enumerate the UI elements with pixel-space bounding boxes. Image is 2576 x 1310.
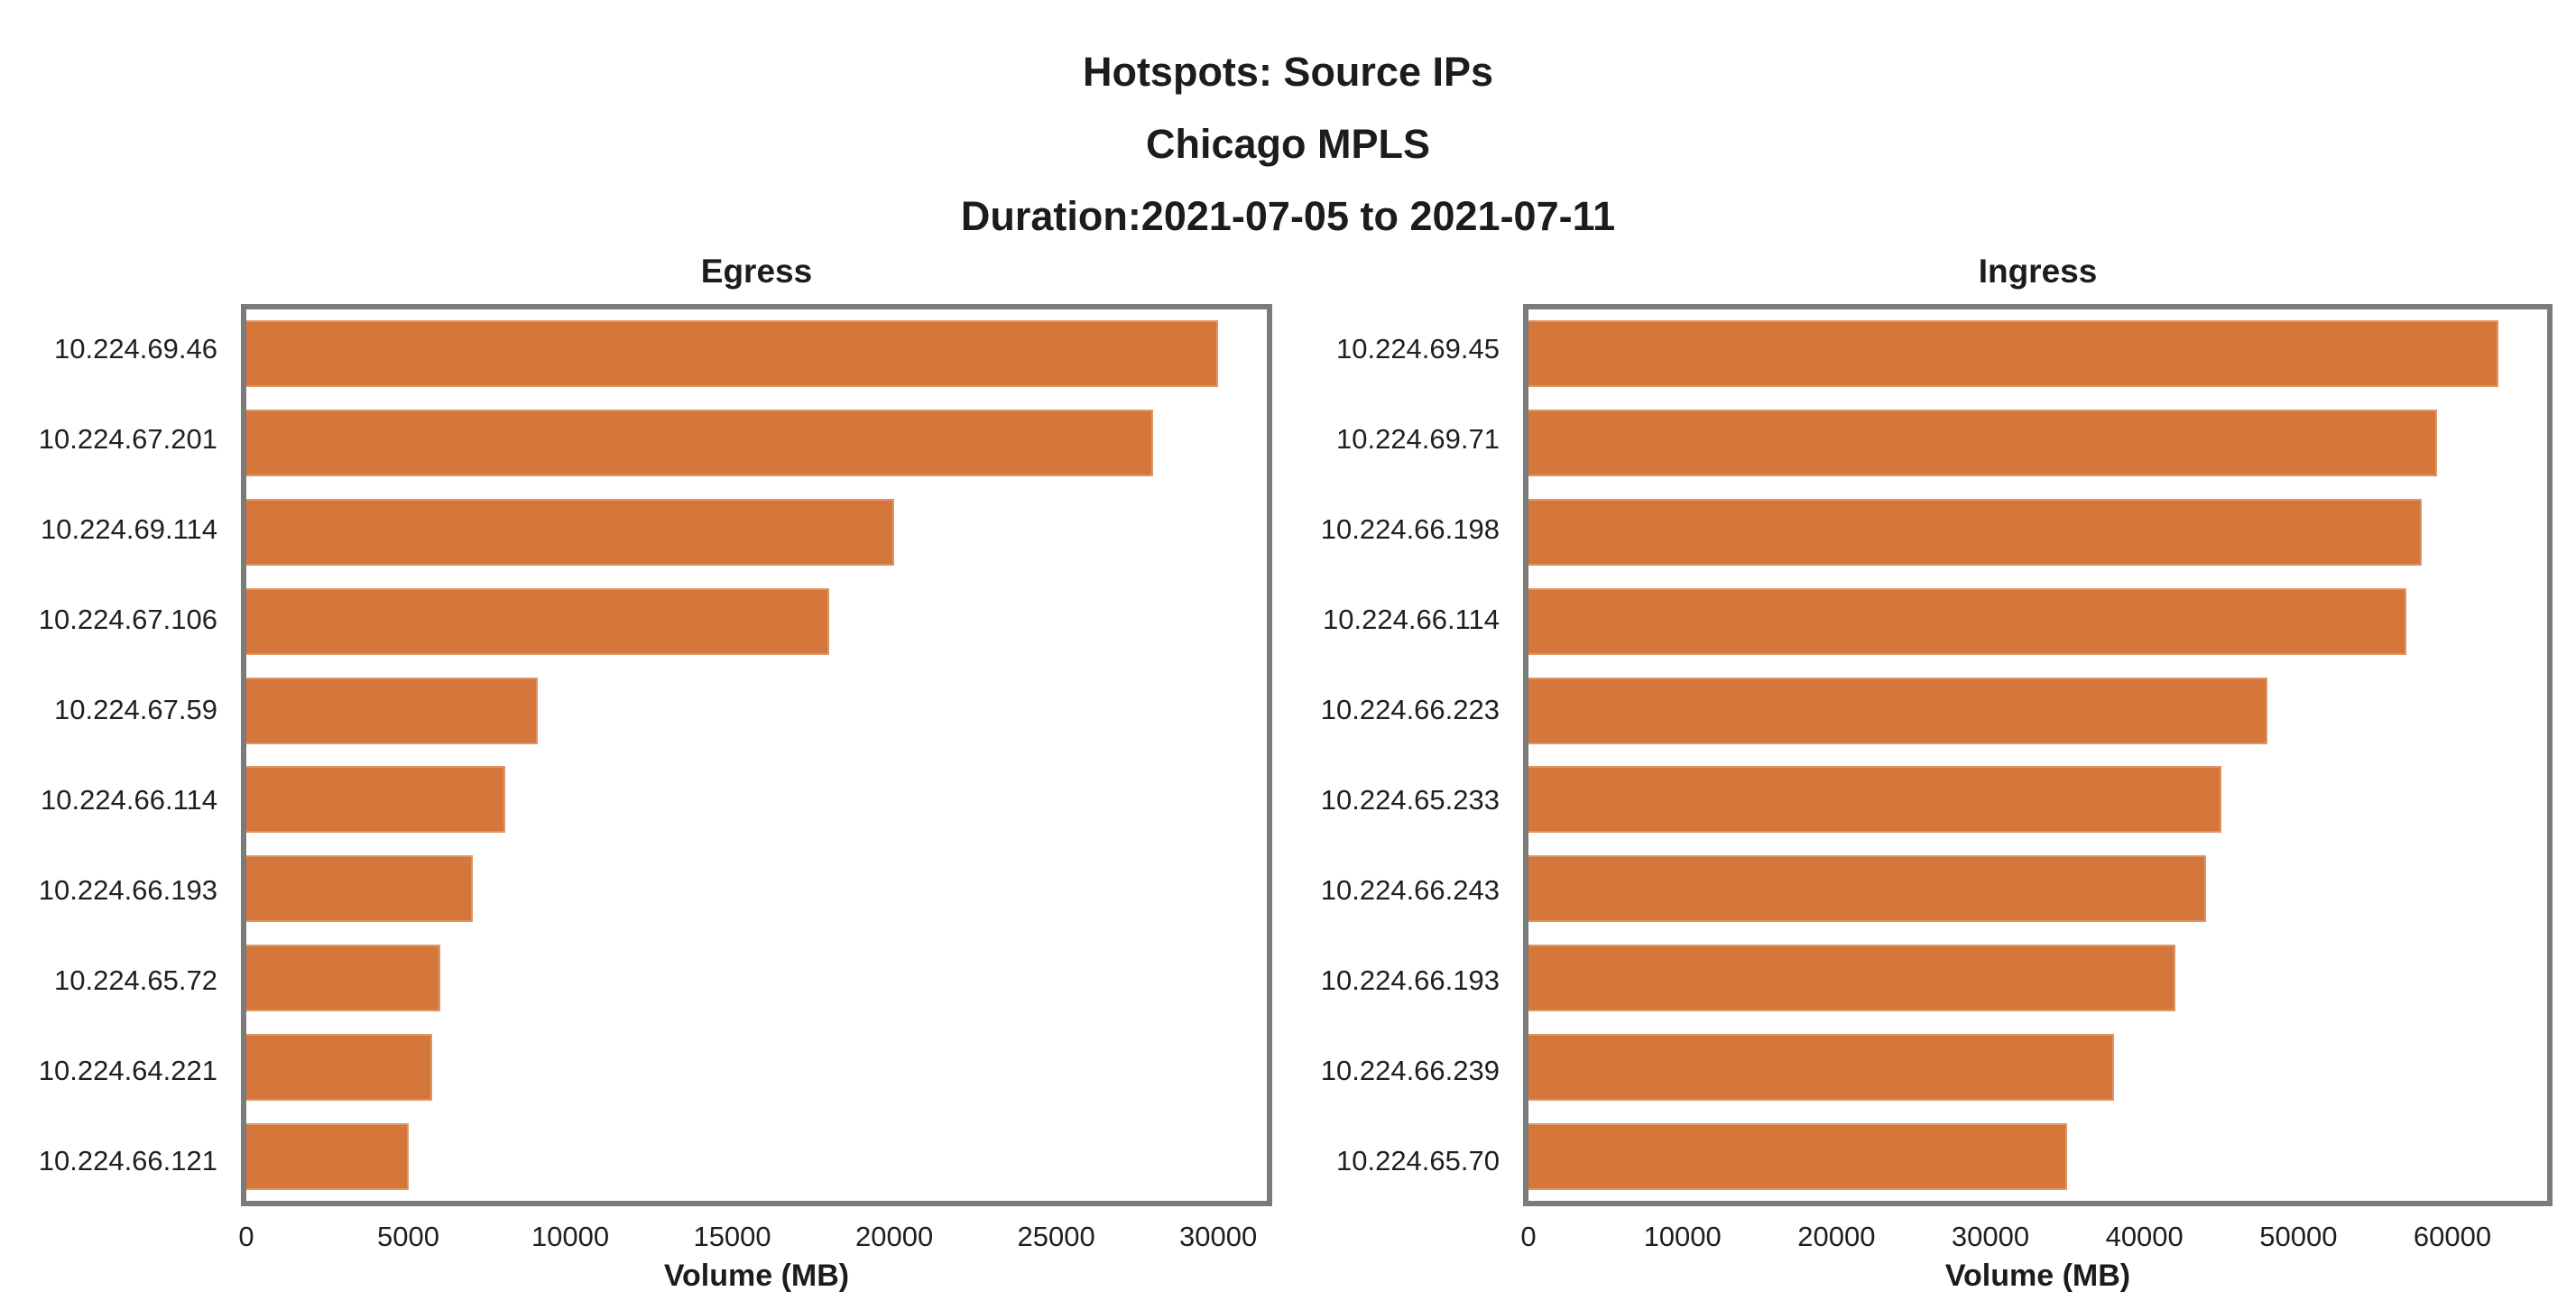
bar-row — [246, 1112, 1267, 1201]
bar-row — [1528, 309, 2547, 399]
y-tick-label: 10.224.66.198 — [1320, 513, 1500, 545]
bar — [1528, 677, 2268, 744]
y-tick-label: 10.224.66.239 — [1320, 1055, 1500, 1086]
bar — [246, 855, 474, 923]
bar-row — [1528, 1112, 2547, 1201]
y-tick-label: 10.224.69.46 — [53, 333, 217, 364]
bar — [1528, 944, 2175, 1011]
x-axis-ticks: 0 5000 10000 15000 20000 25000 30000 — [238, 1206, 1272, 1259]
x-tick-label: 20000 — [1797, 1221, 1876, 1252]
bar-row — [246, 666, 1267, 755]
x-tick-label: 30000 — [1951, 1221, 2030, 1252]
x-tick-label: 10000 — [1643, 1221, 1722, 1252]
bar — [1528, 587, 2406, 655]
y-tick-label: 10.224.69.114 — [41, 513, 217, 545]
bar — [246, 320, 1219, 388]
bar-row — [1528, 399, 2547, 488]
figure-title: Hotspots: Source IPs Chicago MPLS Durati… — [0, 36, 2576, 253]
bar — [246, 498, 895, 566]
x-tick-label: 40000 — [2105, 1221, 2184, 1252]
ingress-chart: Ingress 10.224.69.45 10.224.69.71 10.224.6… — [1282, 253, 2553, 1310]
figure-title-line-2: Chicago MPLS — [1145, 121, 1431, 167]
bar-row — [1528, 577, 2547, 666]
bar-row — [246, 1022, 1267, 1112]
bar — [246, 1033, 433, 1101]
bar-row — [1528, 666, 2547, 755]
y-tick-label: 10.224.67.201 — [38, 423, 217, 455]
plot-area — [1523, 304, 2553, 1206]
figure-title-line-3: Duration:2021-07-05 to 2021-07-11 — [960, 193, 1616, 239]
y-tick-label: 10.224.67.106 — [38, 604, 217, 635]
y-tick-label: 10.224.67.59 — [53, 694, 217, 725]
bar — [1528, 410, 2437, 477]
y-tick-label: 10.224.65.70 — [1335, 1145, 1500, 1176]
x-tick-label: 25000 — [1017, 1221, 1095, 1252]
x-tick-label: 60000 — [2413, 1221, 2492, 1252]
bar — [246, 677, 539, 744]
y-tick-label: 10.224.69.71 — [1335, 423, 1500, 455]
bar — [246, 944, 441, 1011]
bar — [1528, 320, 2499, 388]
y-axis-labels: 10.224.69.46 10.224.67.201 10.224.69.114 10… — [0, 304, 241, 1206]
bar-row — [246, 755, 1267, 844]
bar — [1528, 855, 2206, 923]
figure-title-line-1: Hotspots: Source IPs — [1082, 49, 1494, 95]
x-tick-label: 50000 — [2259, 1221, 2338, 1252]
bar-row — [246, 399, 1267, 488]
y-tick-label: 10.224.66.193 — [38, 874, 217, 906]
bar — [246, 410, 1154, 477]
x-axis-label: Volume (MB) — [1944, 1259, 2131, 1293]
y-tick-label: 10.224.66.193 — [1320, 964, 1500, 996]
subplot-title: Ingress — [1978, 253, 2098, 290]
x-tick-label: 5000 — [377, 1221, 439, 1252]
y-axis-labels: 10.224.69.45 10.224.69.71 10.224.66.198 10.… — [1282, 304, 1523, 1206]
y-tick-label: 10.224.66.121 — [38, 1145, 217, 1176]
x-axis-label: Volume (MB) — [663, 1259, 850, 1293]
x-tick-label: 0 — [238, 1221, 254, 1252]
bar — [1528, 498, 2422, 566]
bar — [246, 587, 830, 655]
bar-row — [246, 488, 1267, 577]
y-tick-label: 10.224.66.223 — [1320, 694, 1500, 725]
y-tick-label: 10.224.65.233 — [1320, 784, 1500, 816]
y-tick-label: 10.224.65.72 — [53, 964, 217, 996]
x-axis-ticks: 0 10000 20000 30000 40000 50000 60000 — [1520, 1206, 2553, 1259]
bar — [246, 1122, 409, 1190]
bar-row — [1528, 844, 2547, 934]
x-tick-label: 30000 — [1179, 1221, 1258, 1252]
x-tick-label: 10000 — [531, 1221, 610, 1252]
y-tick-label: 10.224.66.243 — [1320, 874, 1500, 906]
y-tick-label: 10.224.66.114 — [1323, 604, 1500, 635]
bar — [1528, 1122, 2068, 1190]
bar-row — [1528, 755, 2547, 844]
egress-chart: Egress 10.224.69.46 10.224.67.201 10.224.6… — [0, 253, 1272, 1310]
subplot-title: Egress — [700, 253, 813, 290]
y-tick-label: 10.224.66.114 — [41, 784, 217, 816]
bar — [1528, 766, 2222, 834]
bar-row — [1528, 934, 2547, 1023]
x-tick-label: 15000 — [693, 1221, 771, 1252]
plot-area — [241, 304, 1272, 1206]
bar-row — [246, 844, 1267, 934]
bar-row — [246, 309, 1267, 399]
bar-row — [246, 934, 1267, 1023]
x-tick-label: 20000 — [854, 1221, 934, 1252]
bar-row — [1528, 488, 2547, 577]
y-tick-label: 10.224.69.45 — [1335, 333, 1500, 364]
bar — [246, 766, 506, 834]
bar-row — [246, 577, 1267, 666]
bar-row — [1528, 1022, 2547, 1112]
y-tick-label: 10.224.64.221 — [38, 1055, 217, 1086]
bar — [1528, 1033, 2114, 1101]
x-tick-label: 0 — [1520, 1221, 1537, 1252]
